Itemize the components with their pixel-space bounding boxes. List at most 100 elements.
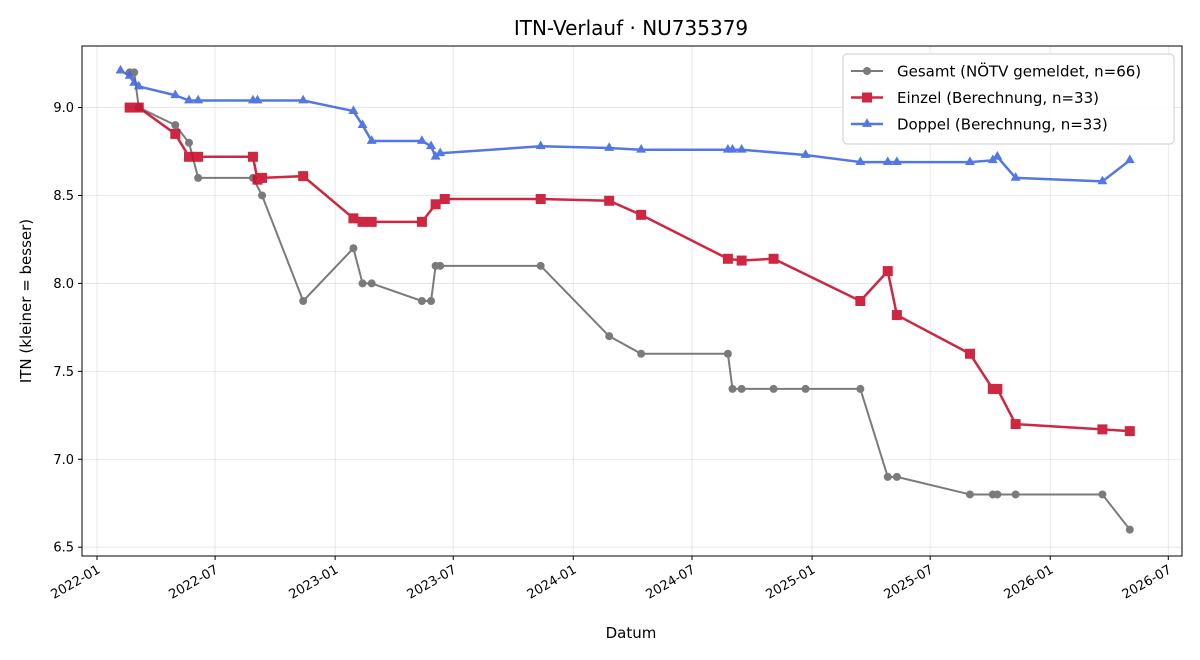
data-point [193,94,204,104]
series-line [129,106,1130,433]
legend-label: Gesamt (NÖTV gemeldet, n=66) [897,62,1141,81]
legend-label: Einzel (Berechnung, n=33) [897,89,1099,107]
data-point [417,297,426,305]
data-point [535,140,546,150]
data-point [1010,419,1021,430]
data-point [357,119,368,129]
data-point [964,348,975,359]
legend-swatch [851,67,883,75]
data-point [184,94,194,104]
y-tick-label: 8.5 [53,189,74,204]
data-point [170,89,181,99]
legend-marker [862,92,872,103]
data-point [257,172,268,183]
y-tick-label: 7.5 [53,365,74,380]
y-tick-label: 6.5 [53,541,74,556]
data-point [636,209,647,220]
data-point [1011,490,1020,499]
data-point [964,156,975,165]
data-point [357,216,368,227]
data-point [426,140,437,150]
data-point [883,472,892,481]
data-point [604,142,615,151]
y-axis: 6.5 7.0 7.5 8.0 8.5 9.0 [53,101,82,556]
data-point [769,384,778,393]
data-point [133,80,144,90]
data-point [430,199,441,210]
chart-title: ITN-Verlauf · NU735379 [514,16,748,40]
data-point [723,349,732,358]
data-point [258,191,267,200]
data-point [439,194,450,204]
data-point [965,490,974,499]
data-point [298,171,309,182]
data-point [892,472,901,481]
series-3 [115,64,1135,185]
grid [82,46,1182,556]
data-point [768,253,779,264]
data-point [366,135,377,144]
data-point [882,266,893,277]
y-axis-label: ITN (kleiner = besser) [17,219,35,383]
data-point [430,151,441,160]
data-point [1097,175,1108,185]
data-point [416,216,427,227]
data-point [416,135,427,144]
data-point [252,94,263,104]
data-point [728,384,737,393]
data-point [736,144,747,153]
data-point [605,332,614,341]
data-point [727,144,738,153]
x-axis-label: Datum [606,624,657,642]
series-layer [115,64,1135,534]
legend-box [842,53,1175,145]
data-point [1010,172,1021,181]
data-point [1098,490,1107,499]
data-point [891,310,902,321]
data-point [247,151,258,162]
data-point [348,105,359,114]
data-point [170,128,181,139]
data-point [993,490,1002,499]
legend-marker [862,118,872,127]
y-tick-label: 7.0 [53,453,74,468]
plot-frame [81,45,1183,557]
data-point [737,384,746,393]
data-point [184,138,193,147]
data-point [855,156,866,165]
data-point [891,156,902,165]
data-point [115,64,126,74]
data-point [637,349,646,358]
data-point [1097,424,1108,435]
data-point [124,102,135,113]
data-point [855,296,866,306]
legend-swatch [851,118,883,127]
data-point [183,151,194,162]
data-point [987,154,998,164]
data-point [536,261,545,270]
series-2 [124,102,1135,437]
data-point [1124,154,1135,164]
y-tick-label: 9.0 [53,101,74,116]
data-point [349,244,358,253]
data-point [171,121,180,130]
data-point [358,279,367,288]
legend-label: Doppel (Berechnung, n=33) [897,116,1108,134]
data-point [436,261,445,270]
data-point [133,102,144,113]
data-point [992,151,1003,160]
data-point [299,297,308,305]
data-point [348,213,359,224]
data-point [992,383,1003,394]
data-point [722,253,733,264]
data-point [130,68,139,77]
legend-swatch [851,92,883,103]
data-point [736,255,747,266]
data-point [367,279,376,288]
data-point [298,94,309,104]
data-point [427,297,436,305]
y-tick-label: 8.0 [53,277,74,292]
data-point [129,77,140,86]
